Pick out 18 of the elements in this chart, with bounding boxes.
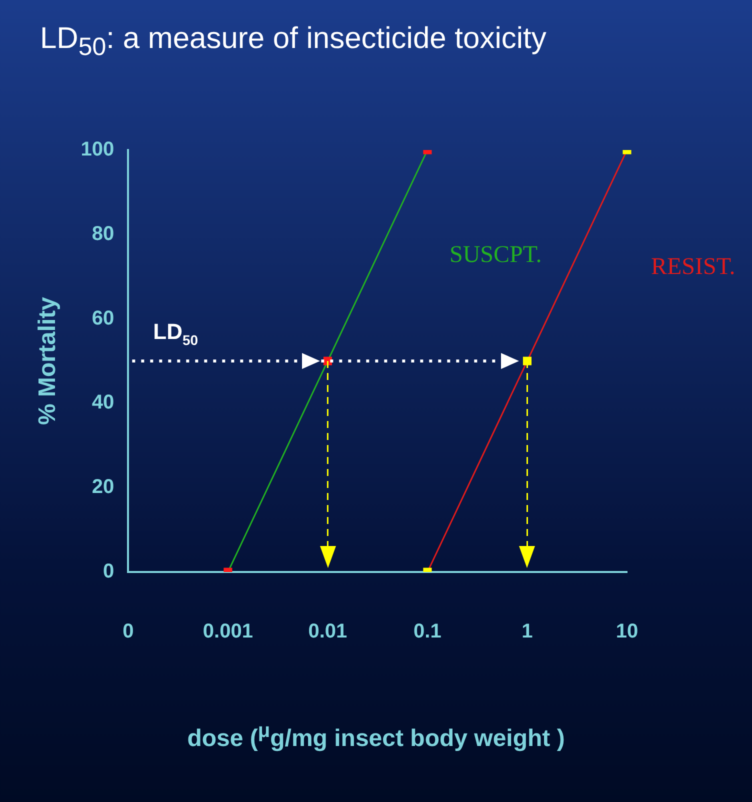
y-axis-title: % Mortality — [34, 296, 62, 426]
text: RESIST. — [651, 254, 736, 280]
x-axis-title: dose ($^{μ}$g/mg insect body weight ) — [186, 720, 566, 753]
y-tick-label: 100 — [80, 138, 114, 161]
x-tick-label: 10 — [616, 620, 638, 643]
y-tick-label: 80 — [92, 222, 114, 245]
x-tick-label: 0 — [122, 620, 134, 643]
x-tick-label: 0.001 — [202, 620, 253, 643]
x-tick-label: 1 — [522, 620, 533, 643]
x-tick-label: 0.01 — [308, 620, 348, 643]
text: SUSCPT. — [449, 242, 542, 268]
x-tick-label: 0.1 — [414, 620, 442, 643]
point — [522, 356, 532, 366]
y-tick-label: 60 — [92, 307, 114, 330]
y-tick-label: 0 — [103, 560, 114, 583]
y-tick-label: 20 — [92, 476, 114, 498]
y-tick-label: 40 — [92, 392, 114, 414]
chart-title: LD$_{50}$: a measure of insecticide toxicity — [40, 22, 546, 62]
